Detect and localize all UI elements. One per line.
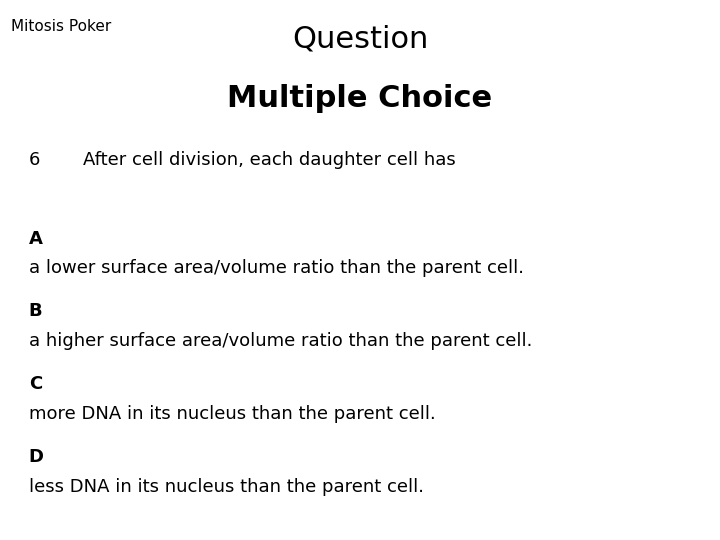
Text: Mitosis Poker: Mitosis Poker: [11, 19, 111, 34]
Text: After cell division, each daughter cell has: After cell division, each daughter cell …: [83, 151, 456, 169]
Text: Question: Question: [292, 24, 428, 53]
Text: 6: 6: [29, 151, 40, 169]
Text: Multiple Choice: Multiple Choice: [228, 84, 492, 113]
Text: A: A: [29, 230, 42, 247]
Text: more DNA in its nucleus than the parent cell.: more DNA in its nucleus than the parent …: [29, 405, 436, 423]
Text: C: C: [29, 375, 42, 393]
Text: a higher surface area/volume ratio than the parent cell.: a higher surface area/volume ratio than …: [29, 332, 532, 350]
Text: B: B: [29, 302, 42, 320]
Text: a lower surface area/volume ratio than the parent cell.: a lower surface area/volume ratio than t…: [29, 259, 523, 277]
Text: D: D: [29, 448, 44, 466]
Text: less DNA in its nucleus than the parent cell.: less DNA in its nucleus than the parent …: [29, 478, 424, 496]
